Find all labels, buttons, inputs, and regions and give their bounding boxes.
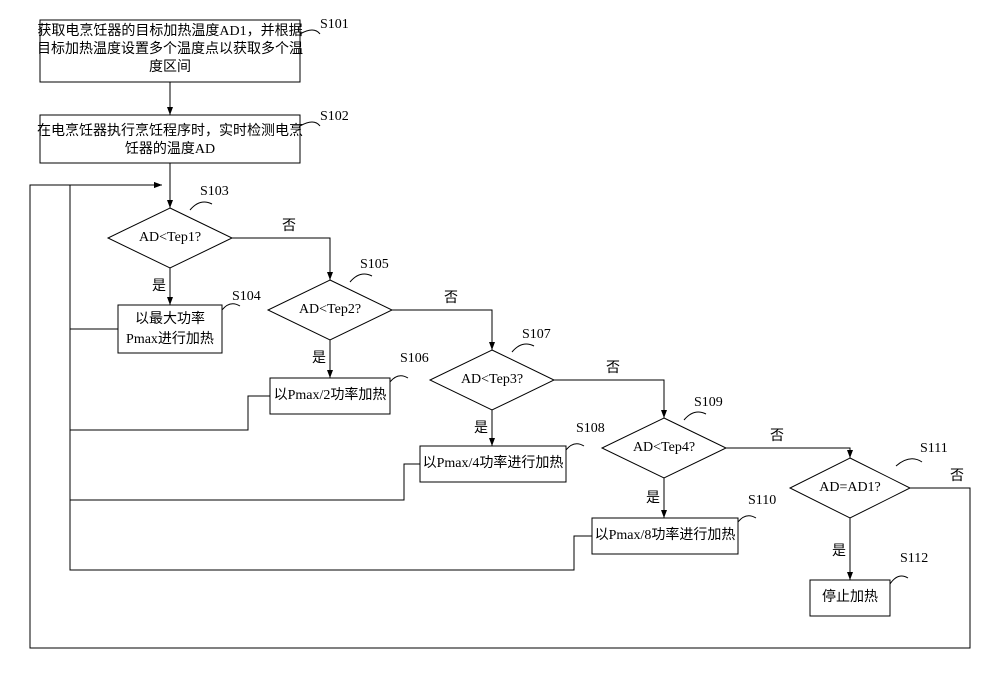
s103-text: AD<Tep1? [139,230,201,245]
s110-line1: 以Pmax/8功率进行加热 [595,526,736,543]
node-s104: 以最大功率 Pmax进行加热 S104 [118,289,261,353]
s109-label: S109 [694,395,723,410]
edge-s105-yes-label: 是 [312,351,326,366]
edge-s105-no-label: 否 [444,291,458,306]
s104-line1: 以最大功率 [135,310,205,327]
edge-s111-yes-label: 是 [832,544,846,559]
edge-s107-no-label: 否 [606,361,620,376]
s108-label: S108 [576,421,605,436]
edge-s110-loopback [70,500,592,570]
s101-line2: 目标加热温度设置多个温度点以获取多个温 [37,40,303,57]
s107-label: S107 [522,327,551,342]
s101-line3: 度区间 [149,59,191,75]
s108-line1: 以Pmax/4功率进行加热 [423,454,564,471]
s111-label: S111 [920,441,948,456]
s101-label: S101 [320,17,349,32]
s109-text: AD<Tep4? [633,440,695,455]
s104-label: S104 [232,289,261,304]
node-s110: 以Pmax/8功率进行加热 S110 [592,493,776,554]
s106-label: S106 [400,351,429,366]
node-s112: 停止加热 S112 [810,551,928,616]
edge-s109-s111 [726,448,850,458]
edge-s108-loopback [70,430,420,500]
node-s101: 获取电烹饪器的目标加热温度AD1，并根据 目标加热温度设置多个温度点以获取多个温… [37,17,349,82]
s102-label: S102 [320,109,349,124]
node-s102: 在电烹饪器执行烹饪程序时，实时检测电烹 饪器的温度AD S102 [37,109,349,163]
s111-text: AD=AD1? [819,480,881,495]
edge-s109-no-label: 否 [770,429,784,444]
s102-line1: 在电烹饪器执行烹饪程序时，实时检测电烹 [37,122,303,139]
s103-label: S103 [200,184,229,199]
edge-s109-yes-label: 是 [646,491,660,506]
s105-label: S105 [360,257,389,272]
s101-line1: 获取电烹饪器的目标加热温度AD1，并根据 [37,22,302,39]
edge-s107-yes-label: 是 [474,421,488,436]
s106-line1: 以Pmax/2功率加热 [274,386,387,403]
edge-s103-yes-label: 是 [152,279,166,294]
edge-s111-no-label: 否 [950,469,964,484]
edge-s107-s109 [554,380,664,418]
node-s108: 以Pmax/4功率进行加热 S108 [420,421,605,482]
s107-text: AD<Tep3? [461,372,523,387]
edge-s103-no-label: 否 [282,219,296,234]
s110-label: S110 [748,493,776,508]
s102-line2: 饪器的温度AD [125,141,215,157]
node-s111: AD=AD1? S111 [790,441,948,518]
s105-text: AD<Tep2? [299,302,361,317]
node-s106: 以Pmax/2功率加热 S106 [270,351,429,414]
s104-line2: Pmax进行加热 [126,331,214,347]
edge-s105-s107 [392,310,492,350]
s112-label: S112 [900,551,928,566]
edge-s103-s105 [232,238,330,280]
flowchart: 获取电烹饪器的目标加热温度AD1，并根据 目标加热温度设置多个温度点以获取多个温… [0,0,1000,677]
s112-line1: 停止加热 [822,588,878,605]
